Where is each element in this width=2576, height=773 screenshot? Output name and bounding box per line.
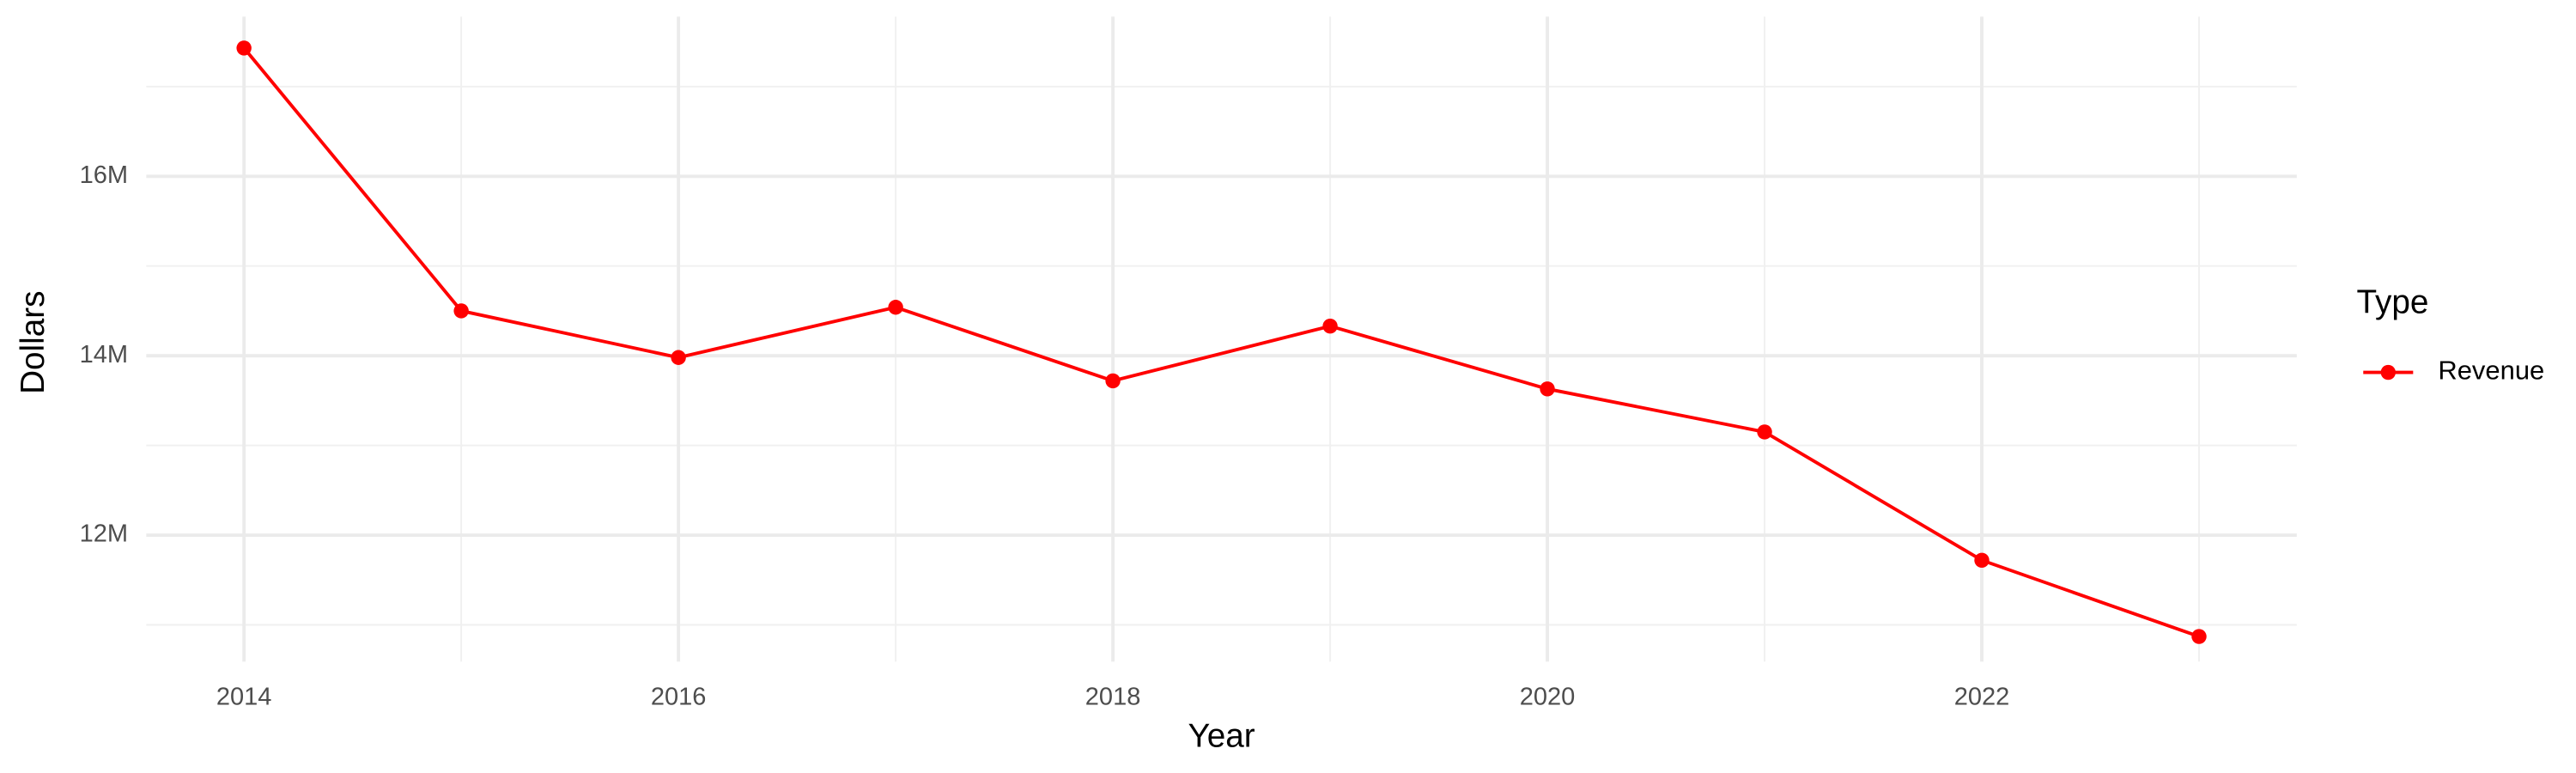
point — [453, 303, 469, 319]
point — [1974, 552, 1990, 569]
x-axis-title: Year — [1188, 718, 1255, 755]
point — [2191, 629, 2207, 644]
x-tick-label: 2020 — [1520, 684, 1576, 711]
point — [1540, 381, 1555, 397]
legend-label: Revenue — [2438, 356, 2544, 386]
y-tick-label: 16M — [80, 161, 128, 189]
point — [236, 40, 252, 56]
legend-key-point — [2380, 364, 2396, 380]
point — [671, 350, 686, 365]
line — [242, 46, 2200, 638]
y-axis-title: Dollars — [15, 291, 52, 394]
legend-title: Type — [2357, 283, 2429, 320]
x-tick-label: 2018 — [1085, 684, 1141, 711]
x-tick-label: 2014 — [216, 684, 272, 711]
y-tick-label: 12M — [80, 520, 128, 548]
point — [888, 300, 903, 315]
point — [1105, 373, 1121, 389]
x-tick-label: 2022 — [1954, 684, 2010, 711]
x-tick-label: 2016 — [651, 684, 707, 711]
point — [1322, 318, 1338, 334]
y-tick-label: 14M — [80, 341, 128, 368]
point — [1757, 424, 1772, 440]
